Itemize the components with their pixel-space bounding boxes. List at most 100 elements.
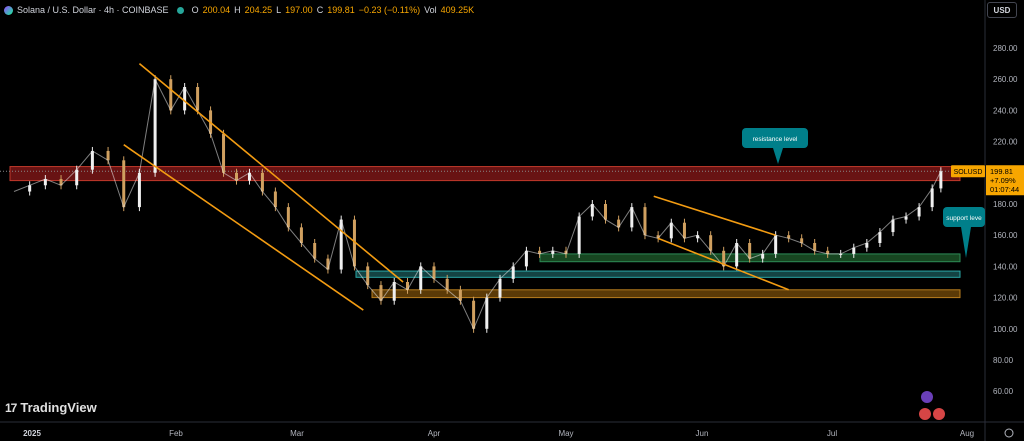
candle-body <box>498 278 502 298</box>
candle-body <box>326 258 330 270</box>
y-tick-label: 220.00 <box>993 138 1018 147</box>
candle-body <box>524 250 528 267</box>
support-zone-teal <box>355 270 961 278</box>
candle-body <box>669 222 673 239</box>
price-tag <box>986 165 1024 196</box>
chart-title[interactable]: Solana / U.S. Dollar · 4h · COINBASE <box>17 5 169 15</box>
flag-us-icon-2 <box>933 408 945 420</box>
trend-channel-1-line-b <box>138 62 404 283</box>
candle-body <box>313 243 317 259</box>
y-tick-label: 80.00 <box>993 356 1014 365</box>
candle-body <box>405 282 409 290</box>
symbol-tag-label: SOLUSD <box>954 169 983 176</box>
candle-body <box>748 243 752 259</box>
candle-body <box>722 250 726 267</box>
candle-body <box>419 266 423 290</box>
x-tick-label: Jul <box>827 429 837 438</box>
candle-body <box>379 285 383 301</box>
candle-body <box>235 172 238 181</box>
price-tag-value: 199.81 <box>990 167 1013 176</box>
candle-body <box>352 219 356 267</box>
chart-header: Solana / U.S. Dollar · 4h · COINBASE O 20… <box>4 3 474 17</box>
settings-icon <box>1004 428 1014 438</box>
candle-body <box>917 207 921 217</box>
y-tick-label: 140.00 <box>993 262 1018 271</box>
candle-body <box>299 227 303 243</box>
candle-body <box>813 243 817 251</box>
candle-body <box>538 250 542 254</box>
candle-body <box>339 219 343 270</box>
flag-us-icon <box>919 408 931 420</box>
currency-button[interactable]: USD <box>987 2 1017 18</box>
x-tick-label: Aug <box>960 429 974 438</box>
trend-channel-2-line-b <box>657 237 789 291</box>
resistance-zone <box>9 166 961 182</box>
candle-body <box>787 235 791 239</box>
candle-body <box>735 243 739 267</box>
candle-body <box>273 191 277 208</box>
open-value: 200.04 <box>202 5 231 15</box>
volume-label: Vol <box>424 5 437 15</box>
trend-channel-1-line-a <box>123 144 364 311</box>
candle-body <box>800 238 804 243</box>
y-tick-label: 240.00 <box>993 106 1018 115</box>
candle-body <box>445 278 449 290</box>
y-tick-label: 120.00 <box>993 294 1018 303</box>
candle-body <box>153 79 157 173</box>
candle-body <box>839 253 843 255</box>
x-tick-label: Mar <box>290 429 304 438</box>
resistance-callout-box <box>742 128 808 148</box>
x-tick-label: Feb <box>169 429 183 438</box>
candle-body <box>930 188 934 208</box>
y-tick-label: 160.00 <box>993 231 1018 240</box>
candle-body <box>106 150 110 161</box>
candle-body <box>603 204 607 220</box>
candle-body <box>183 87 187 111</box>
candle-body <box>222 133 226 173</box>
x-tick-label: May <box>558 429 573 438</box>
candle-body <box>577 216 581 254</box>
trend-channel-2-line-a <box>653 195 776 236</box>
y-tick-label: 100.00 <box>993 325 1018 334</box>
candle-body <box>617 219 621 228</box>
low-label: L <box>276 5 282 15</box>
support-callout-box <box>943 207 985 227</box>
candle-body <box>43 179 47 186</box>
candle-body <box>643 207 647 236</box>
candle-body <box>774 235 778 254</box>
candle-body <box>865 243 869 248</box>
candle-body <box>286 207 290 228</box>
candle-body <box>630 207 634 228</box>
candle-body <box>709 235 713 251</box>
candle-body <box>392 282 396 301</box>
volume-value: 409.25K <box>440 5 475 15</box>
candle-body <box>247 172 251 181</box>
candle-body <box>90 150 94 170</box>
price-tag-countdown: 01:07:44 <box>990 185 1019 194</box>
y-tick-label: 180.00 <box>993 200 1018 209</box>
low-value: 197.00 <box>285 5 313 15</box>
candle-body <box>656 235 660 239</box>
symbol-tag <box>951 165 985 178</box>
candle-body <box>122 160 126 208</box>
candle-body <box>696 235 700 239</box>
logo-text: TradingView <box>20 400 97 415</box>
candle-body <box>196 87 200 111</box>
candle-body <box>682 222 686 239</box>
resistance-callout-label: resistance level <box>753 136 798 143</box>
y-tick-label: 60.00 <box>993 387 1014 396</box>
candle-body <box>852 247 856 254</box>
candle-body <box>551 250 555 254</box>
candle-body <box>891 219 895 233</box>
open-label: O <box>191 5 199 15</box>
price-tag-change: +7.09% <box>990 176 1016 185</box>
x-tick-label: 2025 <box>23 429 41 438</box>
candle-body <box>511 266 515 279</box>
tradingview-logo[interactable]: 17 TradingView <box>5 400 97 415</box>
candle-body <box>472 300 476 329</box>
candle-body <box>826 250 830 254</box>
candle-body <box>75 169 79 186</box>
candle-body <box>939 171 943 189</box>
candle-body <box>59 179 63 186</box>
